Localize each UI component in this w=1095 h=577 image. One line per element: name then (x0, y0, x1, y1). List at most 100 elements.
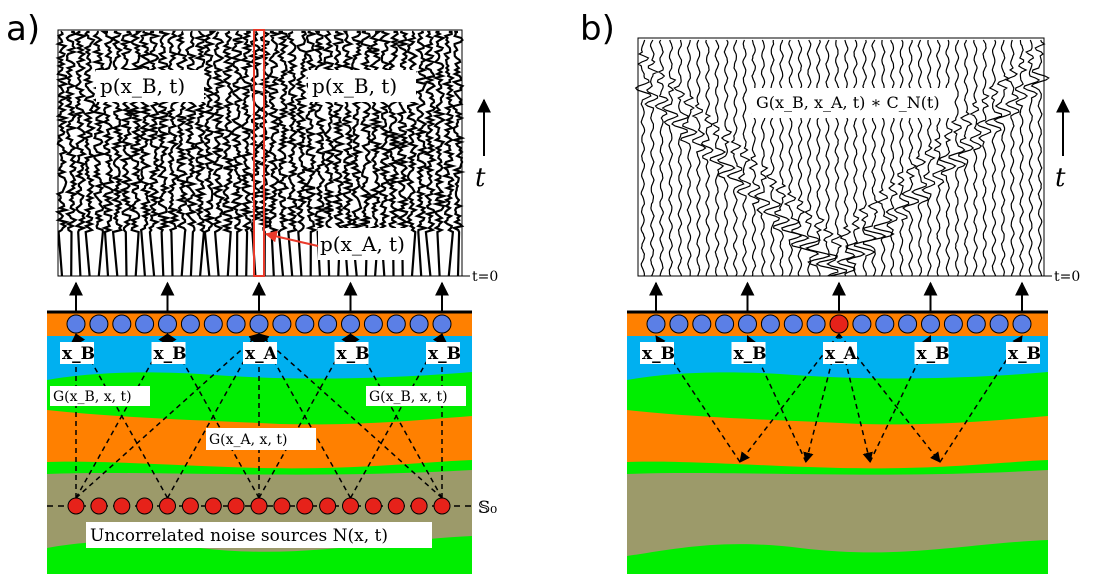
panel-b-trace (709, 39, 727, 277)
panel-a-receiver (363, 314, 383, 334)
panel-b-layer-orange-middle (627, 410, 1048, 469)
panel-a-trace (145, 30, 162, 277)
panel-b-receiver (760, 314, 780, 334)
panel-b-trace (805, 39, 831, 277)
panel-a-trace (294, 30, 309, 277)
panel-b-receiver (783, 314, 803, 334)
panel-b-trace (993, 39, 1011, 277)
panel-b-trace (691, 39, 707, 277)
panel-a-green-label-2: G(x_A, x, t) (209, 432, 287, 448)
panel-a-noise-source (410, 497, 428, 515)
panel-a-noise-source (204, 497, 222, 515)
panel-b-trace (900, 40, 920, 277)
panel-b-trace (1030, 39, 1050, 277)
panel-a-noise-sources (67, 497, 451, 515)
panel-a-receiver (66, 314, 86, 334)
panel-b-receiver-label: x_A (825, 344, 858, 364)
panel-b-trace (644, 39, 660, 277)
panel-b-trace (1023, 39, 1041, 277)
panel-a-noise-source (387, 497, 405, 515)
panel-b-receiver-label: x_B (734, 344, 767, 364)
panel-a-receiver-label-box (243, 342, 277, 364)
panel-a-trace (329, 30, 347, 277)
panel-a-receiver-labels: x_B x_B x_A x_B x_B (60, 342, 461, 364)
panel-a-green-label-2-box: G(x_A, x, t) (206, 428, 316, 450)
panel-a-noise-source (113, 497, 131, 515)
panel-a-label: a) (6, 9, 40, 49)
panel-a-noise-source (136, 497, 154, 515)
panel-a-trace (275, 30, 291, 277)
panel-a-trace (349, 30, 365, 277)
panel-a-seismogram: p(x_B, t) p(x_B, t) p(x_A, t) (54, 29, 466, 277)
panel-b-trace (671, 39, 689, 277)
panel-a-trace (154, 30, 172, 277)
panel-a-trace (321, 30, 336, 277)
panel-b-trace (984, 39, 1003, 277)
panel-b-receiver (943, 314, 963, 334)
panel-b-receiver (852, 314, 872, 334)
panel-b-receiver (692, 314, 712, 334)
panel-a-trace (63, 30, 79, 277)
panel-b-receiver-label-box (1006, 342, 1040, 364)
panel-b-trace (679, 39, 698, 277)
panel-b-receiver-label: x_B (642, 344, 675, 364)
panel-b-trace (845, 39, 866, 277)
panel-a-receiver-label: x_B (62, 344, 95, 364)
panel-a-noise-source (319, 497, 337, 515)
panel-a-receiver-label-box (60, 342, 94, 364)
panel-a-receiver (226, 314, 246, 334)
panel-b-receiver-label-box (823, 342, 857, 364)
panel-a-green-label-3-box: G(x_B, x, t) (366, 386, 466, 406)
panel-b-t0-label: t=0 (1054, 269, 1080, 285)
panel-b-receiver (1012, 314, 1032, 334)
panel-a-label-right-box: p(x_B, t) (308, 70, 416, 102)
panel-a-trace (366, 30, 384, 277)
panel-b-seismogram: G(x_B, x_A, t) ∗ C_N(t) (634, 37, 1050, 277)
panel-a-time-label: t (475, 163, 486, 193)
panel-a-trace (266, 30, 282, 277)
panel-a-receiver (295, 314, 315, 334)
panel-a-receiver (112, 314, 132, 334)
panel-b-trace (762, 39, 782, 277)
panel-a-ray-path (75, 333, 260, 499)
panel-a-trace (440, 30, 457, 277)
panel-a-receiver-label: x_A (245, 344, 278, 364)
panel-b-receiver-labels: x_B x_B x_A x_B x_B (640, 342, 1041, 364)
panel-a-highlight-label-box: p(x_A, t) (318, 228, 410, 260)
panel-b-trace (753, 39, 770, 277)
panel-b-ray-path (939, 335, 1023, 463)
panel-b-trace (921, 39, 936, 277)
panel-a-noise-source (364, 497, 382, 515)
panel-a-trace (302, 30, 318, 277)
panel-a-wave-label-right: p(x_B, t) (312, 74, 397, 98)
panel-b-trace (958, 39, 975, 277)
panel-a-receiver (432, 314, 452, 334)
panel-b-receiver-label: x_B (1008, 344, 1041, 364)
panel-b-trace (938, 39, 957, 277)
panel-a-trace (54, 30, 71, 277)
panel-b-receiver (669, 314, 689, 334)
panel-a-trace (165, 30, 181, 277)
panel-a-trace (109, 30, 126, 277)
panel-a-trace (384, 30, 402, 277)
panel-b-receiver-arrows (649, 281, 1029, 312)
panel-b-time-label: t (1055, 163, 1066, 193)
panel-b-trace (726, 39, 745, 277)
panel-a-highlight-arrow (264, 230, 319, 247)
panel-b-trace (969, 39, 983, 277)
panel-b-trace (772, 39, 791, 277)
panel-a-trace (91, 30, 108, 277)
panel-a-receivers (66, 314, 452, 334)
panel-b-trace (862, 39, 887, 277)
panel-a-noise-source (227, 497, 245, 515)
panel-a-noise-source (67, 497, 85, 515)
panel-a-receiver-arrows (69, 281, 449, 312)
panel-a-trace (422, 30, 438, 277)
panel-b-trace (975, 39, 992, 277)
panel-a-receiver (89, 314, 109, 334)
panel-a-receiver (386, 314, 406, 334)
panel-a-receiver-label: x_B (154, 344, 187, 364)
panel-b-trace (799, 39, 822, 277)
panel-a-receiver (409, 314, 429, 334)
